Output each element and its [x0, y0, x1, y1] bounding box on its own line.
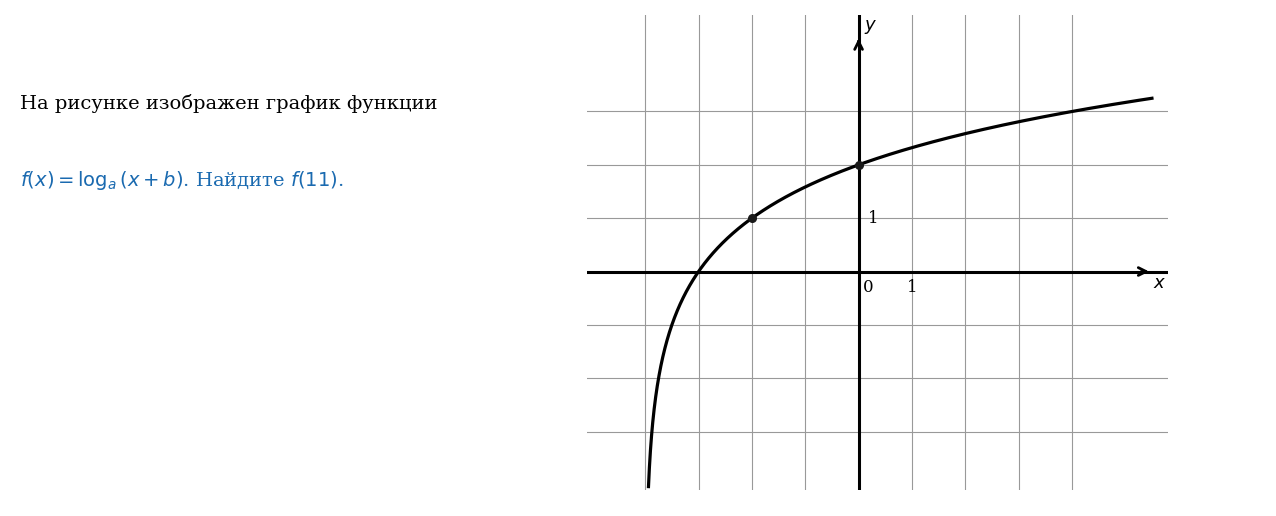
Text: 1: 1 [907, 279, 917, 296]
Text: 0: 0 [863, 279, 874, 296]
Text: 1: 1 [868, 209, 879, 227]
Text: $x$: $x$ [1154, 274, 1166, 292]
Text: $f(x) = \log_a(x + b)$. Найдите $f(11)$.: $f(x) = \log_a(x + b)$. Найдите $f(11)$. [20, 169, 343, 192]
Text: $y$: $y$ [864, 18, 877, 36]
Text: На рисунке изображен график функции: На рисунке изображен график функции [20, 94, 438, 112]
